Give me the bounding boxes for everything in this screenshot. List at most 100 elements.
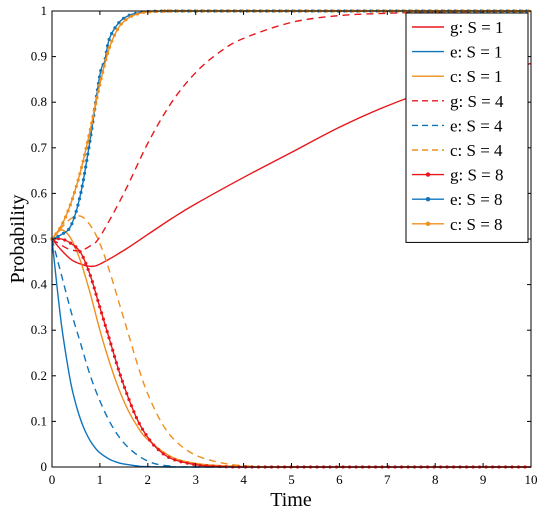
series-marker-8 — [83, 153, 87, 157]
x-tick-label: 1 — [97, 472, 104, 487]
series-marker-7 — [122, 16, 126, 20]
x-tick-label: 2 — [145, 472, 152, 487]
series-marker-8 — [61, 221, 65, 225]
series-marker-8 — [124, 18, 128, 22]
series-marker-6 — [185, 461, 189, 465]
series-marker-6 — [92, 286, 96, 290]
series-marker-6 — [161, 452, 165, 456]
legend-label: c: S = 1 — [450, 67, 503, 86]
series-marker-6 — [192, 462, 196, 466]
series-marker-7 — [83, 171, 87, 175]
series-marker-7 — [84, 165, 88, 169]
legend-label: e: S = 4 — [450, 116, 503, 135]
x-tick-label: 6 — [336, 472, 343, 487]
legend-label: g: S = 4 — [450, 92, 504, 111]
series-marker-8 — [78, 172, 82, 176]
series-marker-6 — [152, 443, 156, 447]
series-marker-6 — [127, 398, 131, 402]
series-marker-8 — [66, 209, 70, 213]
series-marker-8 — [54, 232, 58, 236]
series-marker-6 — [88, 273, 92, 278]
series-marker-6 — [137, 421, 141, 426]
x-tick-label: 0 — [49, 472, 56, 487]
series-marker-6 — [103, 323, 107, 327]
series-marker-7 — [74, 209, 78, 214]
series-marker-7 — [76, 203, 80, 207]
series-marker-8 — [91, 115, 95, 119]
y-axis-title: Probability — [7, 195, 29, 284]
series-marker-6 — [198, 463, 202, 467]
series-marker-8 — [85, 140, 90, 144]
series-marker-6 — [140, 427, 145, 431]
series-line-5 — [51, 215, 532, 468]
y-tick-label: 0.2 — [31, 368, 47, 383]
series-marker-6 — [78, 250, 82, 254]
legend-marker — [425, 197, 431, 202]
series-marker-8 — [79, 165, 84, 170]
series-marker-8 — [101, 70, 105, 74]
x-tick-label: 7 — [384, 472, 391, 487]
legend-label: c: S = 8 — [450, 215, 503, 234]
series-marker-8 — [102, 64, 106, 68]
series-marker-8 — [70, 197, 75, 201]
series-marker-6 — [109, 342, 113, 346]
ticks-layer: 0 1 2 3 4 5 6 7 8 9 10 0 0.1 0.2 0.3 0.4 0.5 0.6 0.7 0.8 0.9… — [31, 3, 538, 487]
series-marker-8 — [129, 14, 133, 18]
series-marker-6 — [74, 245, 78, 249]
series-marker-6 — [134, 416, 139, 420]
series-marker-8 — [90, 121, 94, 125]
x-axis-title: Time — [270, 489, 312, 511]
legend: g: S = 1 e: S = 1 c: S = 1 g: S = 4 e: S = 4… — [405, 12, 529, 243]
series-marker-8 — [96, 89, 100, 93]
legend-label: g: S = 8 — [450, 166, 504, 185]
series-marker-8 — [119, 22, 123, 26]
series-marker-6 — [132, 410, 136, 414]
series-marker-8 — [63, 215, 68, 219]
series-marker-6 — [125, 391, 129, 396]
series-marker-7 — [79, 190, 83, 195]
series-marker-6 — [179, 460, 183, 464]
y-tick-label: 0.1 — [31, 413, 47, 428]
series-marker-6 — [148, 438, 152, 442]
series-marker-8 — [112, 33, 117, 37]
series-marker-6 — [107, 336, 111, 340]
series-marker-7 — [81, 178, 86, 182]
legend-label: g: S = 1 — [450, 18, 504, 37]
series-marker-6 — [81, 255, 85, 259]
series-marker-8 — [72, 190, 77, 195]
series-line-0 — [51, 62, 532, 268]
series-marker-7 — [62, 231, 66, 235]
series-marker-8 — [68, 203, 72, 207]
y-tick-label: 0 — [41, 459, 48, 474]
series-marker-8 — [95, 96, 99, 100]
series-marker-6 — [118, 373, 122, 377]
series-marker-8 — [58, 226, 62, 231]
y-tick-label: 1 — [41, 3, 48, 18]
series-marker-7 — [80, 184, 84, 188]
series-marker-6 — [105, 329, 109, 334]
series-marker-6 — [98, 305, 102, 309]
x-tick-label: 9 — [480, 472, 487, 487]
x-tick-label: 8 — [432, 472, 439, 487]
series-marker-6 — [120, 379, 124, 383]
series-marker-8 — [110, 39, 114, 43]
series-marker-8 — [84, 146, 88, 151]
series-marker-6 — [173, 458, 177, 462]
series-marker-6 — [114, 361, 119, 365]
legend-label: e: S = 8 — [450, 190, 503, 209]
series-marker-6 — [167, 455, 171, 459]
series-marker-8 — [106, 51, 110, 56]
series-marker-6 — [156, 448, 160, 452]
y-tick-label: 0.4 — [31, 277, 48, 292]
series-marker-7 — [70, 222, 74, 226]
series-marker-6 — [68, 241, 73, 245]
series-marker-6 — [116, 367, 120, 371]
x-tick-label: 5 — [288, 472, 295, 487]
series-marker-8 — [115, 27, 120, 32]
series-marker-6 — [122, 385, 127, 390]
series-marker-7 — [110, 31, 114, 36]
series-marker-6 — [84, 261, 88, 265]
series-marker-8 — [142, 10, 146, 14]
x-tick-label: 3 — [192, 472, 199, 487]
